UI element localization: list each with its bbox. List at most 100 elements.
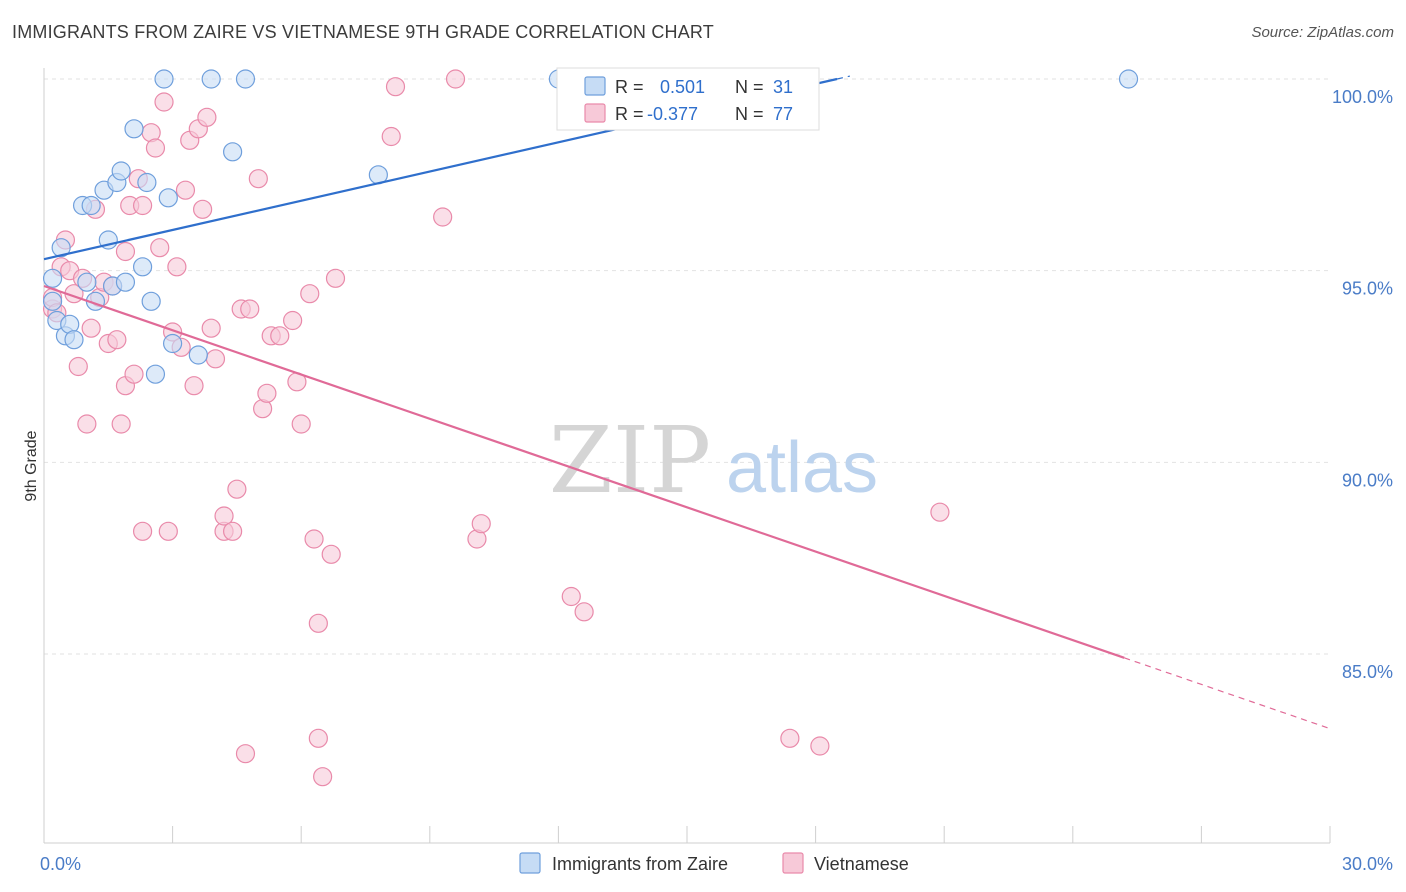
point-zaire — [124, 119, 144, 139]
legend-swatch-zaire — [519, 852, 541, 874]
point-zaire — [1118, 69, 1139, 89]
legend-label-vietnamese: Vietnamese — [814, 854, 909, 874]
point-zaire — [158, 188, 178, 208]
point-vietnamese — [81, 318, 101, 338]
point-vietnamese — [223, 521, 243, 541]
point-zaire — [223, 142, 243, 162]
point-vietnamese — [158, 521, 178, 541]
point-zaire — [188, 345, 208, 365]
y-tick-label: 90.0% — [1342, 470, 1393, 490]
point-vietnamese — [205, 349, 226, 369]
point-vietnamese — [193, 199, 213, 219]
point-zaire — [154, 69, 174, 89]
watermark: ZIP atlas — [549, 407, 878, 514]
point-zaire — [137, 172, 157, 193]
bottom-legend: Immigrants from Zaire Vietnamese — [519, 852, 909, 874]
stat-n-label-zaire: N = — [735, 77, 764, 97]
vietnamese-swatch — [584, 103, 606, 123]
point-zaire — [141, 291, 161, 311]
stat-r-value-zaire: 0.501 — [660, 77, 705, 97]
x-tick-label: 0.0% — [40, 854, 81, 874]
point-vietnamese — [283, 310, 303, 331]
point-vietnamese — [184, 376, 204, 396]
legend-swatch-vietnamese — [782, 852, 804, 874]
point-vietnamese — [124, 364, 144, 384]
point-zaire — [235, 69, 256, 89]
point-zaire — [132, 257, 153, 277]
point-vietnamese — [270, 326, 290, 346]
point-zaire — [201, 69, 221, 89]
zaire-swatch — [584, 76, 606, 96]
point-vietnamese — [433, 207, 453, 227]
point-zaire — [115, 272, 136, 292]
tick-labels: 85.0% 90.0% 95.0% 100.0% 0.0% 30.0% — [40, 87, 1393, 874]
stat-r-label-zaire: R = — [615, 77, 644, 97]
point-vietnamese — [257, 383, 277, 403]
point-vietnamese — [300, 284, 320, 304]
point-vietnamese — [214, 506, 234, 526]
series-vietnamese-points — [42, 69, 950, 787]
point-vietnamese — [175, 180, 196, 200]
point-vietnamese — [304, 529, 324, 549]
point-vietnamese — [107, 330, 127, 350]
point-zaire — [42, 291, 63, 311]
point-vietnamese — [561, 586, 581, 607]
point-vietnamese — [308, 613, 328, 633]
watermark-atlas: atlas — [726, 428, 878, 508]
trend-line-extension — [1124, 657, 1331, 730]
stat-n-value-vietnamese: 77 — [773, 104, 793, 124]
point-vietnamese — [115, 241, 136, 262]
x-tick-label: 30.0% — [1342, 854, 1393, 874]
stat-n-value-zaire: 31 — [773, 77, 793, 97]
y-tick-label: 85.0% — [1342, 662, 1393, 682]
source-label: Source: ZipAtlas.com — [1251, 24, 1394, 41]
point-vietnamese — [111, 414, 131, 434]
point-vietnamese — [810, 736, 830, 756]
stats-legend-box: R = 0.501 N = 31 R = -0.377 N = 77 — [556, 67, 820, 131]
y-tick-label: 100.0% — [1332, 87, 1393, 107]
y-tick-label: 95.0% — [1342, 279, 1393, 299]
point-vietnamese — [574, 602, 594, 622]
point-vietnamese — [77, 414, 97, 434]
point-vietnamese — [321, 544, 341, 564]
chart-title: IMMIGRANTS FROM ZAIRE VS VIETNAMESE 9TH … — [12, 22, 715, 42]
point-vietnamese — [150, 238, 170, 258]
point-vietnamese — [154, 92, 174, 112]
point-vietnamese — [385, 77, 406, 97]
point-vietnamese — [930, 502, 950, 522]
trend-line — [43, 284, 1125, 659]
point-vietnamese — [145, 138, 166, 158]
point-vietnamese — [308, 728, 328, 748]
point-vietnamese — [325, 268, 346, 288]
point-vietnamese — [132, 521, 153, 541]
point-zaire — [77, 272, 97, 292]
point-zaire — [42, 268, 63, 288]
point-zaire — [163, 333, 183, 354]
stat-r-value-vietnamese: -0.377 — [647, 104, 698, 124]
point-vietnamese — [471, 514, 491, 534]
stat-n-label-vietnamese: N = — [735, 104, 764, 124]
point-vietnamese — [235, 744, 256, 764]
legend-label-zaire: Immigrants from Zaire — [552, 854, 728, 874]
point-vietnamese — [381, 126, 401, 147]
point-zaire — [145, 364, 166, 384]
point-zaire — [111, 161, 131, 181]
point-vietnamese — [313, 767, 333, 787]
point-vietnamese — [240, 299, 260, 319]
point-vietnamese — [68, 356, 88, 377]
trend-lines — [43, 75, 1331, 730]
point-vietnamese — [780, 728, 800, 748]
point-vietnamese — [201, 318, 221, 338]
point-vietnamese — [132, 195, 153, 216]
stat-r-label-vietnamese: R = — [615, 104, 644, 124]
grid-lines — [44, 78, 1330, 655]
point-vietnamese — [445, 69, 466, 89]
point-zaire — [51, 238, 71, 258]
axes — [43, 68, 1331, 844]
point-vietnamese — [291, 414, 311, 434]
watermark-zip: ZIP — [549, 407, 711, 514]
point-vietnamese — [167, 257, 187, 277]
point-vietnamese — [197, 107, 217, 127]
point-zaire — [64, 330, 84, 350]
